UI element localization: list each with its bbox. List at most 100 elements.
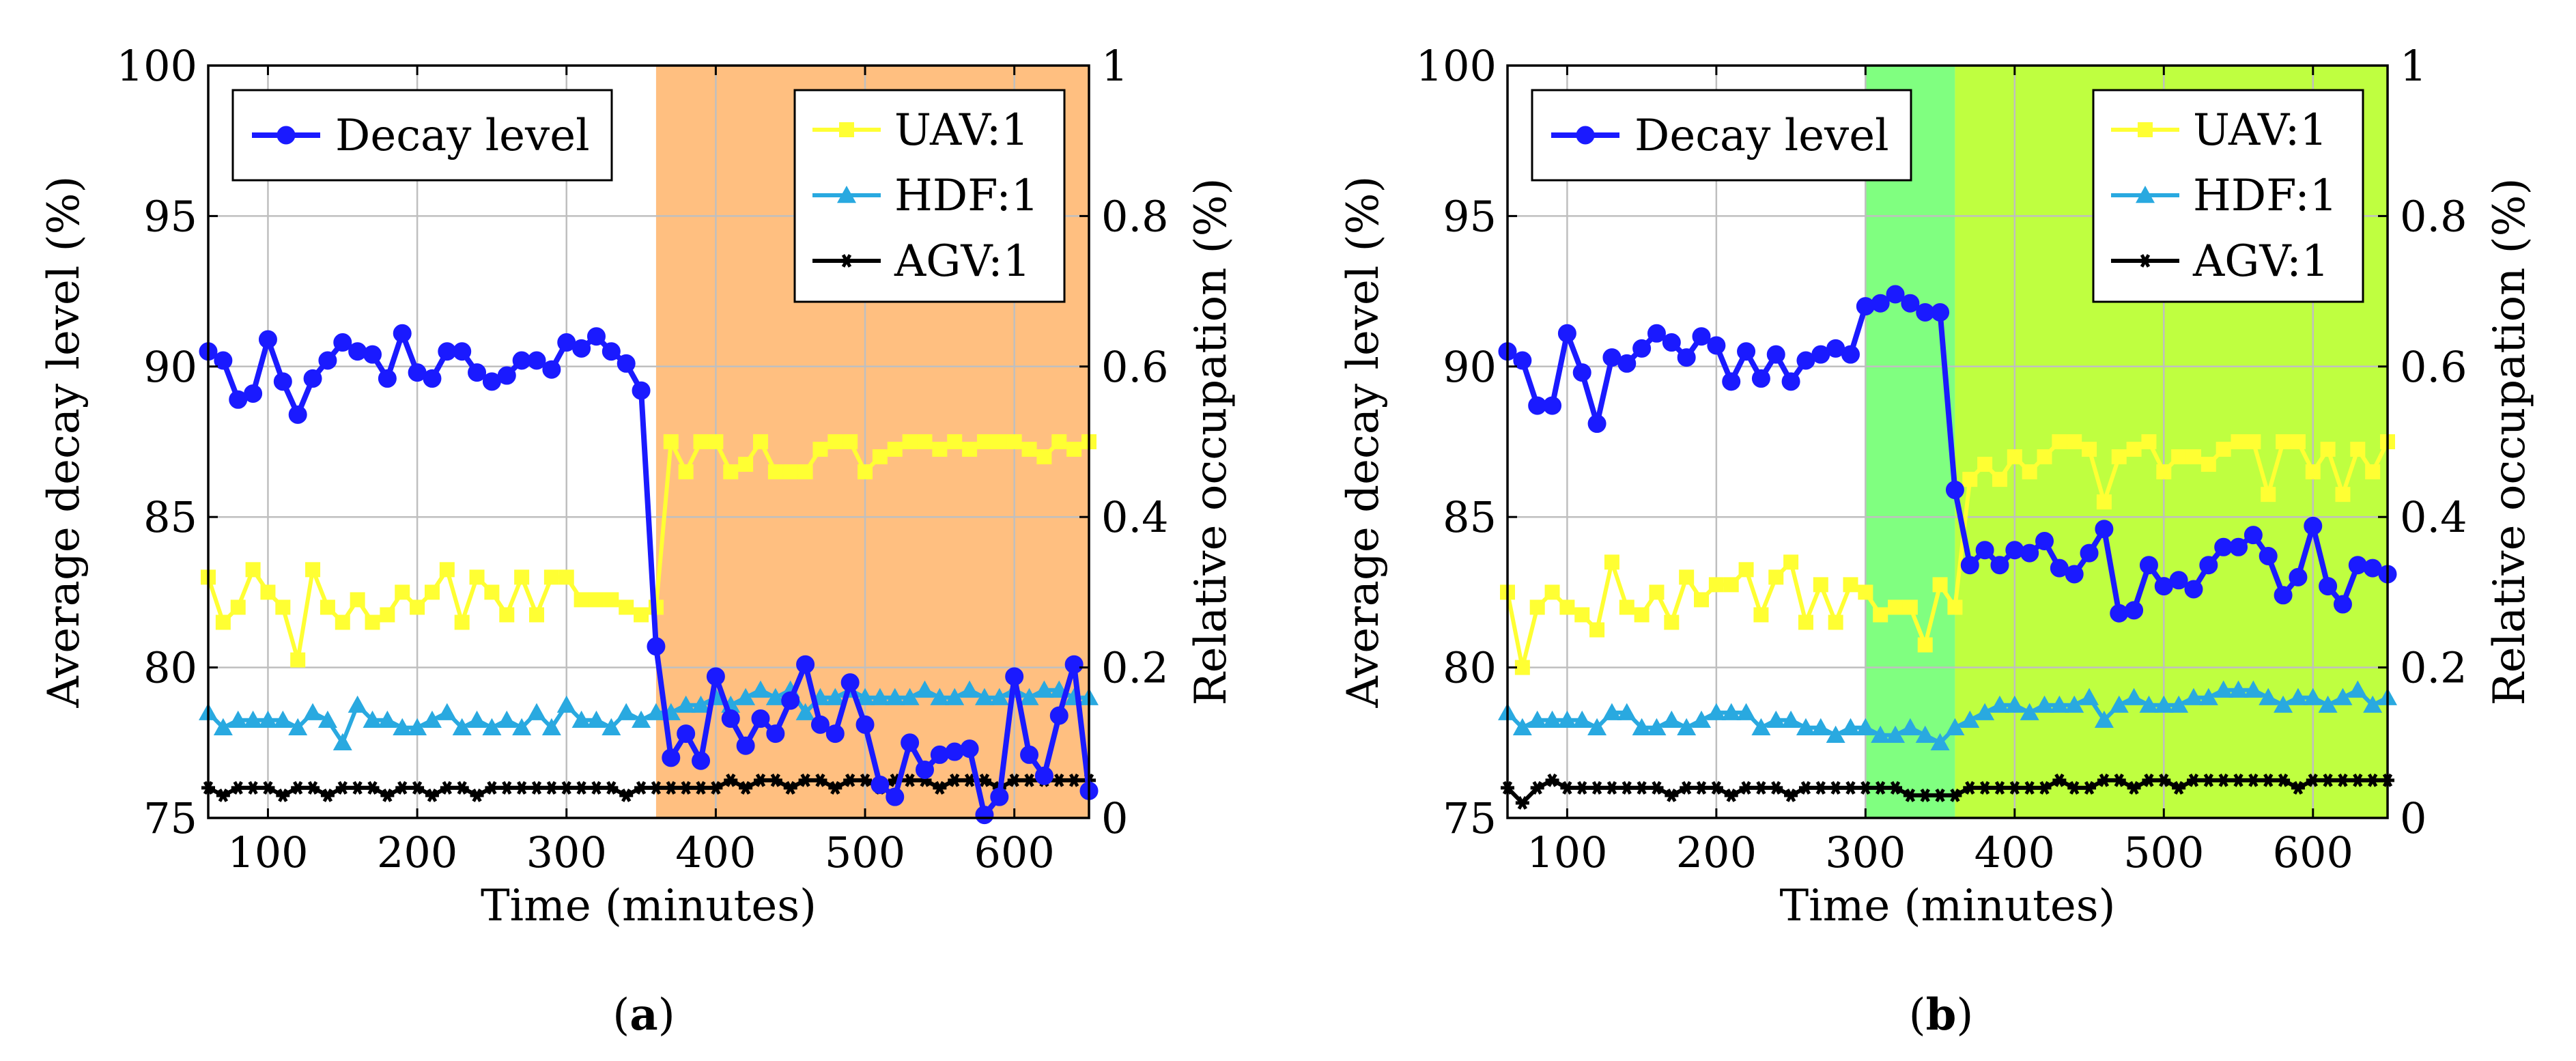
figure: 100 200 300 400 500 600758085909510000.20.40.… — [0, 0, 2576, 1061]
data-point — [1753, 607, 1768, 622]
y2-tick-label: 0.2 — [1101, 643, 1169, 693]
data-point — [2037, 449, 2052, 464]
legend-right: UAV:1HDF:1AGV:1 — [2093, 90, 2363, 302]
data-point — [2022, 464, 2037, 479]
data-point — [663, 750, 679, 766]
data-point — [1933, 577, 1948, 592]
data-point — [1648, 325, 1665, 341]
data-point — [305, 562, 320, 577]
data-point — [2112, 449, 2127, 464]
data-point — [619, 599, 634, 614]
data-point — [588, 328, 604, 345]
data-point — [2097, 494, 2112, 509]
data-point — [2261, 487, 2276, 502]
data-point — [2334, 596, 2351, 612]
x-tick-label: 400 — [675, 827, 756, 877]
data-point — [365, 614, 380, 629]
data-point — [2140, 557, 2157, 574]
data-point — [708, 434, 723, 449]
data-point — [2007, 449, 2022, 464]
y-tick-label: 75 — [143, 793, 197, 843]
data-point — [843, 434, 858, 449]
data-point — [2022, 545, 2038, 561]
data-point — [812, 442, 827, 457]
data-point — [1574, 607, 1589, 622]
data-point — [2096, 521, 2112, 537]
data-point — [365, 346, 381, 363]
data-point — [470, 569, 485, 584]
y2-tick-label: 0.8 — [2400, 191, 2467, 241]
data-point — [947, 434, 962, 449]
data-point — [1992, 557, 2008, 574]
data-point — [873, 449, 888, 464]
data-point — [961, 741, 978, 757]
data-point — [410, 599, 425, 614]
data-point — [231, 599, 246, 614]
data-point — [962, 442, 977, 457]
data-point — [289, 406, 306, 423]
data-point — [380, 607, 395, 622]
data-point — [1649, 584, 1664, 599]
y-tick-label: 90 — [143, 342, 197, 392]
data-point — [1887, 286, 1903, 302]
data-point — [1036, 767, 1052, 784]
data-point — [574, 340, 590, 356]
x-tick-label: 300 — [526, 827, 607, 877]
data-point — [2231, 434, 2246, 449]
data-point — [917, 434, 932, 449]
data-point — [1634, 340, 1650, 356]
data-point — [2141, 434, 2156, 449]
data-point — [1783, 554, 1798, 569]
data-point — [498, 367, 515, 384]
data-point — [2066, 566, 2082, 582]
y2-tick-label: 0.6 — [1101, 342, 1169, 392]
data-point — [1693, 328, 1710, 345]
data-point — [931, 746, 948, 763]
data-point — [2291, 434, 2306, 449]
data-point — [1544, 397, 1561, 414]
data-point — [1066, 656, 1082, 673]
data-point — [1515, 660, 1530, 675]
y-tick-label: 85 — [143, 492, 197, 542]
subfigure-caption: (b) — [1909, 989, 1974, 1041]
legend-label: AGV:1 — [894, 236, 1030, 287]
data-point — [2201, 457, 2216, 472]
x-tick-label: 600 — [2273, 827, 2353, 877]
data-point — [2082, 442, 2097, 457]
data-point — [858, 464, 873, 479]
legend-swatch-marker — [2138, 122, 2153, 137]
data-point — [603, 343, 619, 360]
data-point — [1753, 370, 1769, 386]
legend-swatch-marker — [839, 122, 854, 137]
data-point — [753, 434, 768, 449]
y-tick-label: 90 — [1443, 342, 1497, 392]
data-point — [1022, 442, 1037, 457]
legend-label: HDF:1 — [894, 171, 1039, 221]
subfigure-caption: (a) — [612, 989, 675, 1041]
data-point — [290, 653, 305, 668]
data-point — [723, 464, 738, 479]
data-point — [1932, 304, 1949, 320]
legend-left: Decay level — [233, 90, 612, 180]
data-point — [2156, 464, 2171, 479]
y2-tick-label: 1 — [2400, 41, 2426, 91]
data-point — [1708, 337, 1725, 354]
data-point — [1545, 584, 1560, 599]
data-point — [1679, 569, 1694, 584]
data-point — [1873, 607, 1888, 622]
data-point — [2246, 434, 2261, 449]
data-point — [1842, 346, 1858, 363]
data-point — [320, 352, 336, 369]
data-point — [1723, 373, 1740, 390]
data-point — [335, 614, 350, 629]
y-tick-label: 95 — [1443, 191, 1497, 241]
data-point — [1888, 599, 1903, 614]
x-tick-label: 200 — [1676, 827, 1757, 877]
chart-a: 100 200 300 400 500 600758085909510000.20.40.… — [39, 41, 1236, 1041]
data-point — [440, 562, 455, 577]
data-point — [842, 675, 858, 691]
y2-tick-label: 1 — [1101, 41, 1128, 91]
x-tick-label: 200 — [377, 827, 457, 877]
data-point — [454, 343, 470, 360]
legend-label: HDF:1 — [2193, 171, 2338, 221]
